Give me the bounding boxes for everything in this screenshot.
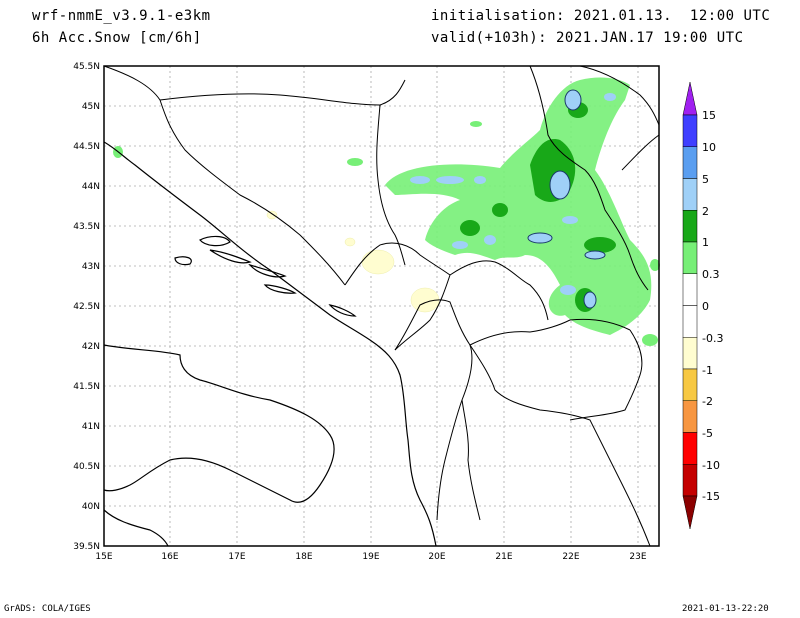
lat-tick-label: 42.5N — [73, 302, 100, 312]
lat-axis-labels: 45.5N 45N 44.5N 44N 43.5N 43N 42.5N 42N … — [73, 62, 100, 552]
legend-color-box — [682, 400, 698, 433]
legend-label: 0 — [702, 300, 709, 313]
valid-time: valid(+103h): 2021.JAN.17 19:00 UTC — [431, 30, 744, 46]
legend-color-box — [682, 337, 698, 370]
legend-label: -2 — [702, 395, 713, 408]
footer-credit: GrADS: COLA/IGES — [4, 604, 91, 614]
legend-label: -5 — [702, 427, 713, 440]
lat-tick-label: 42N — [82, 342, 100, 352]
lat-tick-label: 41.5N — [73, 382, 100, 392]
legend-boxes — [682, 114, 698, 497]
lon-tick-label: 22E — [562, 552, 579, 562]
legend-color-box — [682, 368, 698, 401]
legend-arrow-bottom — [682, 495, 698, 530]
coastlines — [103, 141, 437, 547]
lat-tick-label: 45.5N — [73, 62, 100, 72]
lat-tick-label: 44.5N — [73, 142, 100, 152]
lat-tick-label: 39.5N — [73, 542, 100, 552]
legend-color-box — [682, 305, 698, 338]
legend-labels: 15 10 5 2 1 0.3 0 -0.3 -1 -2 -5 -10 -15 — [702, 109, 723, 503]
legend-color-box — [682, 114, 698, 147]
legend-color-box — [682, 432, 698, 465]
lon-tick-label: 23E — [629, 552, 646, 562]
legend-label: -15 — [702, 490, 720, 503]
lon-tick-label: 19E — [362, 552, 379, 562]
footer-timestamp: 2021-01-13-22:20 — [682, 604, 769, 614]
lat-tick-label: 40.5N — [73, 462, 100, 472]
legend-label: 1 — [702, 236, 709, 249]
legend-label: 5 — [702, 173, 709, 186]
country-borders — [103, 65, 660, 547]
legend-label: -1 — [702, 364, 713, 377]
lon-tick-label: 16E — [161, 552, 178, 562]
legend-color-box — [682, 241, 698, 274]
map-plot — [103, 65, 660, 547]
lat-tick-label: 41N — [82, 422, 100, 432]
legend-label: 10 — [702, 141, 716, 154]
lat-tick-label: 40N — [82, 502, 100, 512]
lon-tick-label: 18E — [295, 552, 312, 562]
color-legend: 15 10 5 2 1 0.3 0 -0.3 -1 -2 -5 -10 -15 — [682, 81, 723, 530]
snow-contours — [527, 89, 606, 309]
lon-tick-label: 20E — [428, 552, 445, 562]
legend-color-box — [682, 464, 698, 497]
legend-color-box — [682, 273, 698, 306]
legend-label: -10 — [702, 459, 720, 472]
lat-tick-label: 43.5N — [73, 222, 100, 232]
legend-label: 0.3 — [702, 268, 720, 281]
lat-tick-label: 44N — [82, 182, 100, 192]
legend-arrow-top — [682, 81, 698, 116]
init-time: initialisation: 2021.01.13. 12:00 UTC — [431, 8, 771, 24]
legend-color-box — [682, 178, 698, 211]
lon-axis-labels: 15E 16E 17E 18E 19E 20E 21E 22E 23E — [95, 552, 646, 562]
lon-tick-label: 17E — [228, 552, 245, 562]
snow-field-heavy — [410, 90, 616, 308]
field-title: 6h Acc.Snow [cm/6h] — [32, 30, 202, 46]
lon-tick-label: 15E — [95, 552, 112, 562]
legend-color-box — [682, 146, 698, 179]
legend-color-box — [682, 210, 698, 243]
lat-tick-label: 45N — [82, 102, 100, 112]
legend-label: 15 — [702, 109, 716, 122]
lon-tick-label: 21E — [495, 552, 512, 562]
snow-melt-light — [266, 210, 440, 313]
lat-tick-label: 43N — [82, 262, 100, 272]
model-title: wrf-nmmE_v3.9.1-e3km — [32, 8, 211, 24]
legend-label: 2 — [702, 205, 709, 218]
legend-label: -0.3 — [702, 332, 723, 345]
